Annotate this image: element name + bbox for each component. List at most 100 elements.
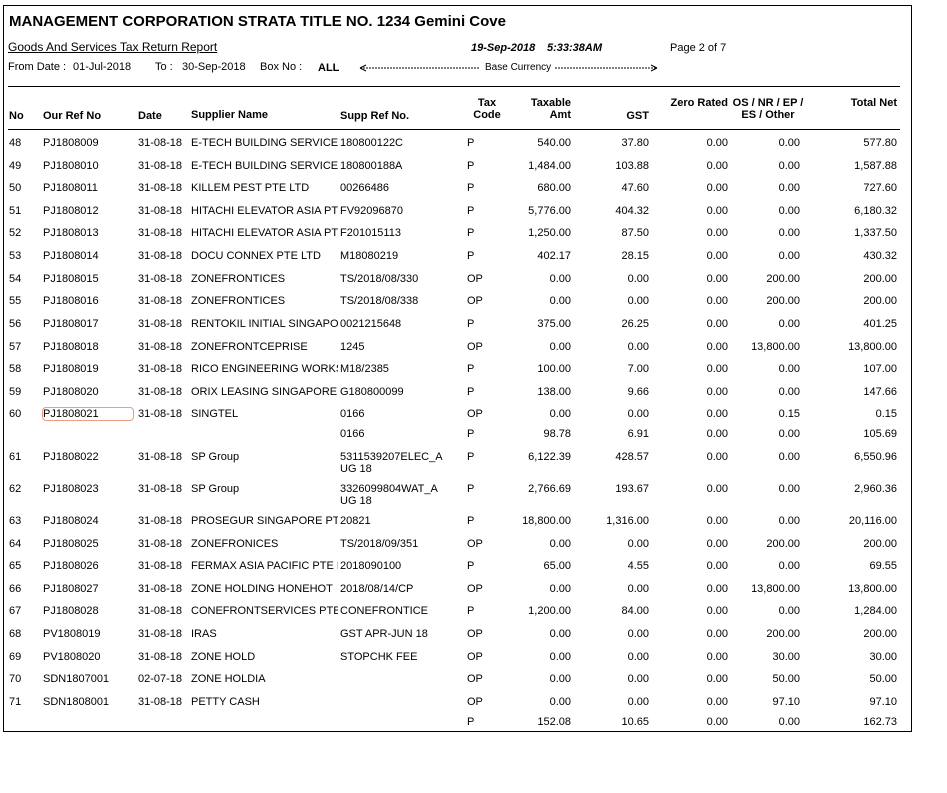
os-other: 0.00 — [778, 428, 800, 440]
date: 31-08-18 — [138, 651, 183, 663]
supplier-name: ZONE HOLDIA — [191, 673, 266, 685]
tax-code: OP — [467, 673, 483, 685]
total-net: 401.25 — [863, 318, 897, 330]
row-no: 71 — [9, 696, 22, 708]
row-no: 66 — [9, 583, 22, 595]
os-other: 200.00 — [766, 273, 800, 285]
gst: 0.00 — [627, 673, 649, 685]
gst: 10.65 — [621, 716, 649, 728]
row-no: 50 — [9, 182, 22, 194]
our-ref: SDN1808001 — [43, 696, 110, 708]
row-no: 68 — [9, 628, 22, 640]
os-other: 30.00 — [772, 651, 800, 663]
supp-ref: 2018/08/14/CP — [340, 583, 414, 595]
os-other: 0.00 — [778, 716, 800, 728]
zero-rated: 0.00 — [706, 408, 728, 420]
supp-ref: TS/2018/08/330 — [340, 273, 419, 285]
tax-code: OP — [467, 341, 483, 353]
os-other: 200.00 — [766, 538, 800, 550]
total-net: 1,284.00 — [854, 605, 897, 617]
taxable-amt: 1,200.00 — [528, 605, 571, 617]
supplier-name: E-TECH BUILDING SERVICES — [191, 137, 338, 149]
total-net: 430.32 — [863, 250, 897, 262]
os-other: 97.10 — [772, 696, 800, 708]
os-other: 0.00 — [778, 227, 800, 239]
row-no: 54 — [9, 273, 22, 285]
supplier-name: HITACHI ELEVATOR ASIA PTE — [191, 227, 338, 239]
supplier-name: ZONEFRONTICES — [191, 295, 286, 307]
taxable-amt: 18,800.00 — [522, 515, 571, 527]
tax-code: P — [467, 160, 475, 172]
zero-rated: 0.00 — [706, 483, 728, 495]
tax-code: OP — [467, 583, 483, 595]
taxable-amt: 375.00 — [537, 318, 571, 330]
column-header: GST — [626, 110, 649, 122]
our-ref: PJ1808028 — [43, 605, 99, 617]
our-ref: PJ1808021 — [42, 407, 134, 421]
taxable-amt: 0.00 — [549, 295, 571, 307]
our-ref: PJ1808020 — [43, 386, 99, 398]
supplier-name: ZONEFRONTCEPRISE — [191, 341, 308, 353]
supp-ref: CONEFRONTICE — [340, 605, 428, 617]
from-date: 01-Jul-2018 — [73, 61, 132, 73]
zero-rated: 0.00 — [706, 318, 728, 330]
os-other: 200.00 — [766, 295, 800, 307]
supp-ref: M18/2385 — [340, 363, 389, 375]
taxable-amt: 402.17 — [537, 250, 571, 262]
taxable-amt: 2,766.69 — [528, 483, 571, 495]
os-other: 0.00 — [778, 160, 800, 172]
total-net: 162.73 — [863, 716, 897, 728]
zero-rated: 0.00 — [706, 227, 728, 239]
row-no: 57 — [9, 341, 22, 353]
tax-code: P — [467, 205, 475, 217]
zero-rated: 0.00 — [706, 205, 728, 217]
taxable-amt: 138.00 — [537, 386, 571, 398]
gst: 428.57 — [615, 451, 649, 463]
gst: 0.00 — [627, 295, 649, 307]
supplier-name: ORIX LEASING SINGAPORE LTD — [191, 386, 338, 398]
date: 31-08-18 — [138, 363, 183, 375]
zero-rated: 0.00 — [706, 137, 728, 149]
zero-rated: 0.00 — [706, 583, 728, 595]
tax-code: OP — [467, 538, 483, 550]
date: 31-08-18 — [138, 318, 183, 330]
zero-rated: 0.00 — [706, 386, 728, 398]
os-other: 0.00 — [778, 483, 800, 495]
column-header: Total Net — [850, 97, 897, 109]
our-ref: PJ1808027 — [43, 583, 99, 595]
row-no: 63 — [9, 515, 22, 527]
zero-rated: 0.00 — [706, 696, 728, 708]
total-net: 2,960.36 — [854, 483, 897, 495]
row-no: 59 — [9, 386, 22, 398]
gst: 7.00 — [627, 363, 649, 375]
column-header: Date — [138, 110, 162, 122]
gst: 0.00 — [627, 583, 649, 595]
taxable-amt: 0.00 — [549, 273, 571, 285]
taxable-amt: 0.00 — [549, 538, 571, 550]
total-net: 200.00 — [863, 628, 897, 640]
total-net: 6,180.32 — [854, 205, 897, 217]
column-header: Taxable Amt — [530, 97, 571, 121]
column-header: Supplier Name — [191, 109, 269, 121]
gst: 0.00 — [627, 341, 649, 353]
taxable-amt: 6,122.39 — [528, 451, 571, 463]
tax-code: OP — [467, 295, 483, 307]
zero-rated: 0.00 — [706, 341, 728, 353]
column-header: No — [9, 110, 24, 122]
gst: 0.00 — [627, 273, 649, 285]
zero-rated: 0.00 — [706, 295, 728, 307]
supp-ref: 0166 — [340, 428, 365, 440]
supplier-name: ZONEFRONTICES — [191, 273, 286, 285]
date: 31-08-18 — [138, 137, 183, 149]
taxable-amt: 0.00 — [549, 583, 571, 595]
supplier-name: IRAS — [191, 628, 217, 640]
date: 31-08-18 — [138, 160, 183, 172]
row-no: 67 — [9, 605, 22, 617]
supp-ref: 5311539207ELEC_A UG 18 — [340, 451, 443, 475]
supplier-name: E-TECH BUILDING SERVICES — [191, 160, 338, 172]
tax-code: P — [467, 363, 475, 375]
taxable-amt: 1,250.00 — [528, 227, 571, 239]
tax-code: P — [467, 451, 475, 463]
total-net: 200.00 — [863, 538, 897, 550]
tax-code: P — [467, 250, 475, 262]
